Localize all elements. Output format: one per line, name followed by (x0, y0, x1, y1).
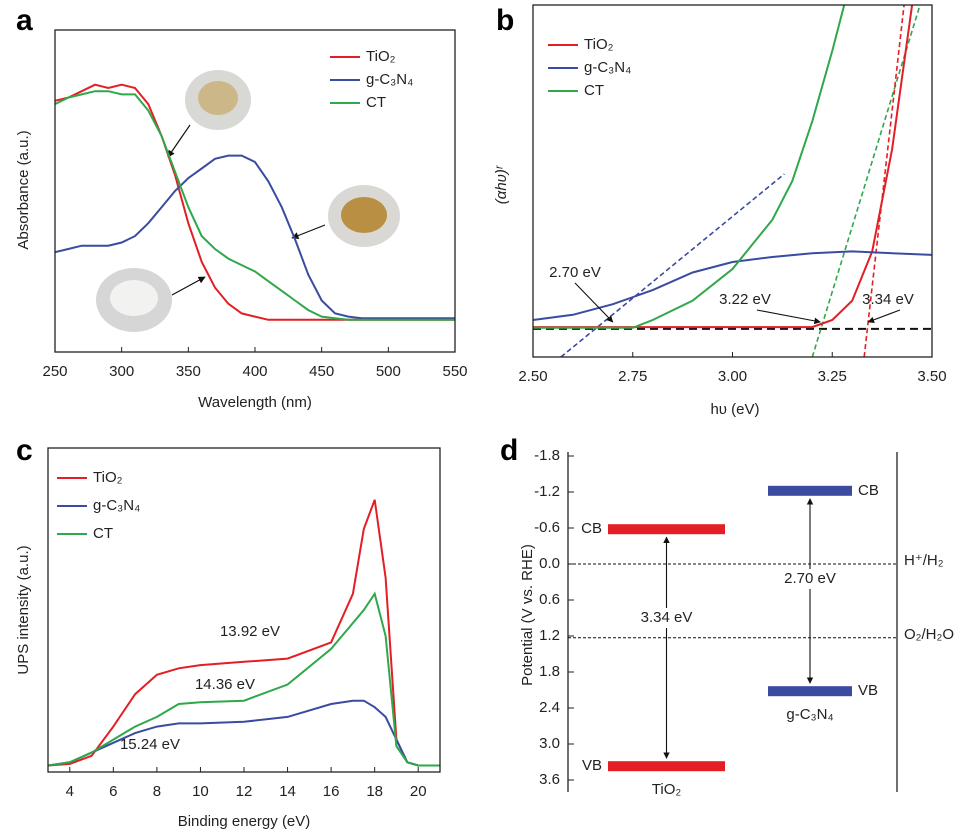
panel-letter: a (16, 4, 33, 37)
powder (198, 81, 238, 115)
y-tick-label: 1.2 (539, 627, 560, 644)
y-axis-label: UPS intensity (a.u.) (15, 545, 32, 674)
x-tick-label: 350 (176, 363, 201, 380)
conduction-band (768, 485, 852, 496)
cb-label: CB (858, 482, 879, 499)
series-line (48, 591, 440, 767)
panel-letter: b (496, 4, 514, 37)
legend-label: TiO₂ (366, 48, 396, 65)
annotation: 3.22 eV (719, 291, 771, 308)
y-tick-label: -1.2 (534, 483, 560, 500)
valence-band (608, 761, 725, 772)
x-axis-label: Wavelength (nm) (198, 394, 312, 411)
reference-label: H⁺/H₂ (904, 552, 944, 569)
series-line (48, 699, 440, 767)
plot-area (55, 83, 455, 321)
legend-label: g-C₃N₄ (366, 71, 413, 88)
x-tick-label: 20 (410, 783, 427, 800)
series-line (533, 5, 914, 329)
legend-label: g-C₃N₄ (584, 59, 631, 76)
reference-label: O₂/H₂O (904, 626, 954, 643)
plot-area (48, 499, 440, 767)
x-tick-label: 18 (366, 783, 383, 800)
gap-label: 3.34 eV (641, 609, 693, 626)
sample-photos (96, 70, 400, 332)
gap-label-bg (630, 608, 703, 628)
x-tick-label: 3.50 (917, 368, 946, 385)
x-tick-label: 10 (192, 783, 209, 800)
x-tick-label: 400 (242, 363, 267, 380)
panel-letter: c (16, 434, 33, 467)
cb-label: CB (581, 520, 602, 537)
plot-area (533, 5, 932, 357)
x-tick-label: 12 (236, 783, 253, 800)
y-tick-label: 3.6 (539, 771, 560, 788)
x-tick-label: 300 (109, 363, 134, 380)
legend-label: g-C₃N₄ (93, 497, 140, 514)
y-tick-label: 1.8 (539, 663, 560, 680)
conduction-band (608, 524, 725, 535)
valence-band (768, 686, 852, 697)
arrow (167, 124, 191, 158)
y-tick-label: -1.8 (534, 447, 560, 464)
panel-letter: d (500, 434, 518, 467)
x-tick-label: 4 (66, 783, 74, 800)
annotation: 15.24 eV (120, 736, 180, 753)
x-tick-label: 3.00 (718, 368, 747, 385)
x-tick-label: 6 (109, 783, 117, 800)
x-tick-label: 3.25 (818, 368, 847, 385)
x-tick-label: 2.75 (618, 368, 647, 385)
fit-line (811, 5, 921, 357)
series-line (533, 250, 932, 321)
gap-label: 2.70 eV (784, 570, 836, 587)
legend-label: CT (366, 94, 386, 111)
vb-label: VB (582, 757, 602, 774)
x-tick-label: 16 (323, 783, 340, 800)
annotation-arrow (574, 282, 614, 323)
arrow (171, 276, 206, 296)
legend-label: TiO₂ (93, 469, 123, 486)
x-tick-label: 250 (42, 363, 67, 380)
y-tick-label: 2.4 (539, 699, 560, 716)
y-tick-label: 3.0 (539, 735, 560, 752)
powder (341, 197, 387, 233)
legend-label: TiO₂ (584, 36, 614, 53)
x-tick-label: 450 (309, 363, 334, 380)
series-line (55, 90, 455, 321)
y-axis-label: Absorbance (a.u.) (15, 130, 32, 249)
gap-label-bg (774, 569, 846, 589)
x-tick-label: 2.50 (518, 368, 547, 385)
x-tick-label: 8 (153, 783, 161, 800)
y-axis-label: Potential (V vs. RHE) (519, 544, 536, 686)
semiconductor-name: g-C₃N₄ (786, 706, 833, 723)
powder (110, 280, 158, 316)
fit-line (863, 5, 905, 357)
y-tick-label: 0.6 (539, 591, 560, 608)
legend-label: CT (584, 82, 604, 99)
annotation: 13.92 eV (220, 623, 280, 640)
y-tick-label: 0.0 (539, 555, 560, 572)
series-line (55, 154, 455, 320)
y-tick-label: -0.6 (534, 519, 560, 536)
x-tick-label: 550 (442, 363, 467, 380)
annotation: 3.34 eV (862, 291, 914, 308)
x-tick-label: 500 (376, 363, 401, 380)
x-tick-label: 14 (279, 783, 296, 800)
x-axis-label: hυ (eV) (710, 401, 759, 418)
legend-label: CT (93, 525, 113, 542)
vb-label: VB (858, 682, 878, 699)
series-line (533, 5, 846, 329)
annotation: 2.70 eV (549, 264, 601, 281)
x-axis-label: Binding energy (eV) (178, 813, 311, 830)
annotation-arrow (867, 309, 901, 323)
annotation-arrow (756, 309, 821, 325)
annotation: 14.36 eV (195, 676, 255, 693)
semiconductor-name: TiO₂ (652, 781, 682, 798)
y-axis-label: (αhυ)ʳ (493, 165, 510, 204)
arrow (291, 224, 326, 239)
